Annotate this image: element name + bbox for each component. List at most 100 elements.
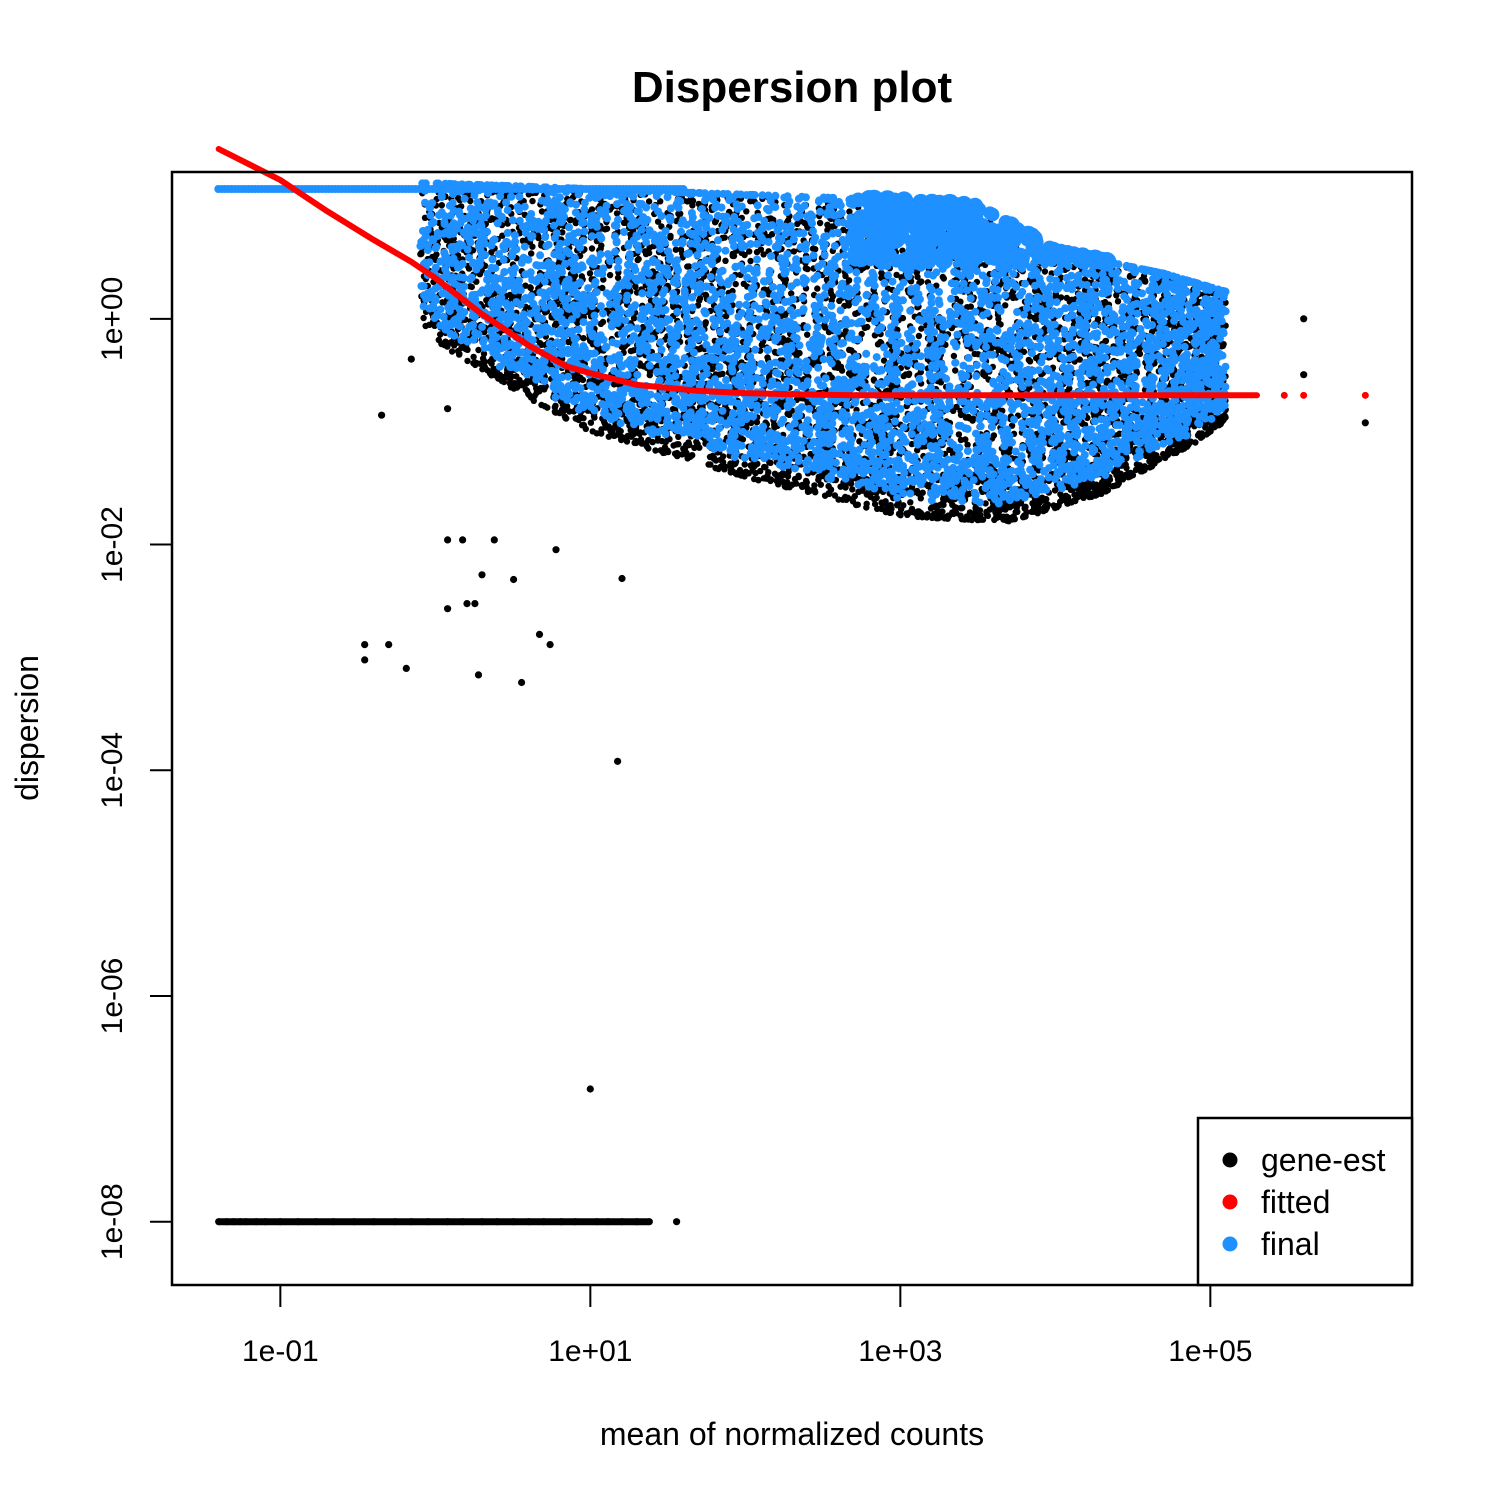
gene-est-point [696, 295, 704, 302]
gene-est-point [670, 442, 677, 449]
gene-est-point [1025, 356, 1033, 364]
gene-est-point [1183, 439, 1190, 446]
gene-est-point [588, 206, 596, 213]
gene-est-point [678, 451, 686, 458]
gene-est-point [804, 265, 811, 273]
gene-est-point [799, 481, 806, 489]
gene-est-point [615, 430, 622, 437]
gene-est-point [812, 489, 819, 496]
gene-est-point [814, 285, 821, 292]
gene-est-point [783, 484, 790, 491]
gene-est-point [1102, 480, 1109, 488]
gene-est-point [702, 320, 709, 328]
gene-est-point [590, 413, 598, 420]
gene-est-point [488, 249, 495, 256]
gene-est-point [513, 373, 520, 380]
gene-est-point [915, 490, 922, 497]
gene-est-point [854, 501, 861, 508]
gene-est-point [1064, 494, 1072, 501]
gene-est-point [537, 384, 544, 392]
gene-est-point [950, 352, 958, 360]
gene-est-point [1085, 491, 1092, 498]
gene-est-point [693, 442, 701, 450]
gene-est-point [917, 495, 924, 502]
gene-est-point [1066, 385, 1073, 392]
gene-est-point [984, 512, 991, 519]
gene-est-point [1153, 452, 1160, 459]
gene-est-point [993, 513, 1000, 520]
gene-est-point [927, 505, 935, 512]
gene-est-point [669, 406, 677, 413]
gene-est-point [598, 426, 605, 433]
gene-est-point [523, 378, 531, 385]
gene-est-point [529, 243, 536, 250]
gene-est-point [794, 220, 801, 228]
gene-est-point [1102, 338, 1109, 345]
gene-est-point [918, 325, 925, 332]
gene-est-point [905, 371, 912, 379]
gene-est-point [1003, 513, 1010, 520]
gene-est-point [567, 216, 574, 224]
gene-est-point [670, 303, 677, 310]
gene-est-point [672, 246, 680, 253]
gene-est-point [529, 197, 536, 205]
gene-est-point [722, 463, 729, 470]
gene-est-point [675, 441, 682, 448]
gene-est-point [765, 469, 772, 476]
gene-est-point [448, 339, 455, 346]
gene-est-point [762, 464, 769, 471]
gene-est-point [784, 473, 792, 480]
gene-est-point [1109, 483, 1117, 490]
gene-est-point [1071, 491, 1078, 498]
gene-est-point [481, 358, 488, 365]
gene-est-point [903, 510, 910, 517]
gene-est-point [606, 271, 614, 279]
gene-est-point [652, 447, 659, 454]
gene-est-point [441, 341, 448, 349]
gene-est-point [702, 291, 709, 298]
gene-est-point [608, 427, 615, 434]
gene-est-point [632, 437, 640, 445]
gene-est-point [757, 467, 764, 475]
gene-est-point [753, 248, 761, 256]
gene-est-point [795, 473, 802, 481]
gene-est-point [893, 271, 900, 279]
gene-est-point [712, 465, 719, 472]
gene-est-point [907, 499, 914, 506]
gene-est-point [586, 270, 594, 277]
gene-est-point [579, 376, 587, 384]
gene-est-point [871, 500, 879, 508]
gene-est-point [816, 219, 824, 227]
gene-est-point [900, 372, 907, 380]
gene-est-point [527, 284, 534, 291]
gene-est-point [974, 516, 981, 524]
gene-est-point [817, 481, 824, 488]
gene-est-point [716, 371, 723, 378]
gene-est-point [915, 332, 923, 340]
gene-est-point [467, 283, 474, 290]
gene-est-point [623, 438, 631, 445]
y-axis-label: dispersion [9, 655, 45, 801]
gene-est-point [552, 402, 559, 409]
gene-est-point [439, 299, 446, 306]
gene-est-point [1124, 470, 1131, 478]
gene-est-point [1113, 472, 1120, 479]
gene-est-point [792, 480, 800, 487]
gene-est-point [635, 255, 642, 263]
gene-est-point [1041, 268, 1049, 275]
gene-est-point [709, 365, 716, 373]
gene-est-point [882, 498, 889, 505]
gene-est-point [863, 500, 870, 507]
gene-est-point [1114, 298, 1122, 305]
gene-est-point [917, 512, 924, 519]
gene-est-point [867, 493, 874, 501]
gene-est-point [969, 417, 976, 424]
gene-est-point [828, 297, 835, 304]
gene-est-point [840, 226, 847, 234]
gene-est-point [1020, 514, 1027, 521]
gene-est-point [895, 510, 903, 518]
gene-est-point [852, 310, 859, 317]
gene-est-point [848, 496, 856, 503]
gene-est-point [764, 473, 771, 481]
